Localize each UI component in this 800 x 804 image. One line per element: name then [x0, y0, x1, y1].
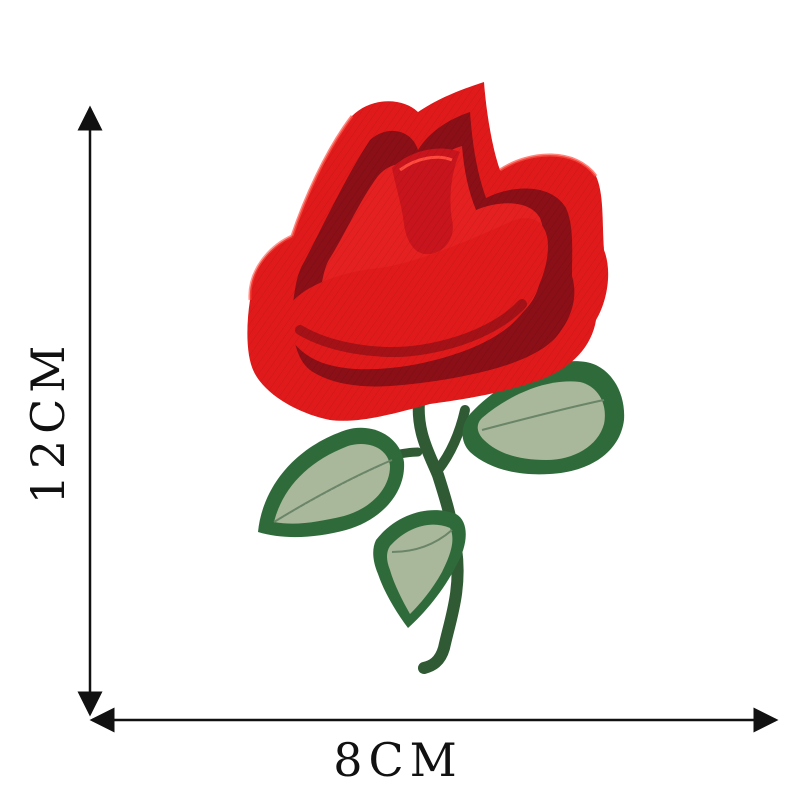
height-dimension-label: 12CM	[21, 339, 75, 505]
rose-bloom	[247, 82, 609, 421]
width-dimension-label: 8CM	[333, 733, 463, 787]
